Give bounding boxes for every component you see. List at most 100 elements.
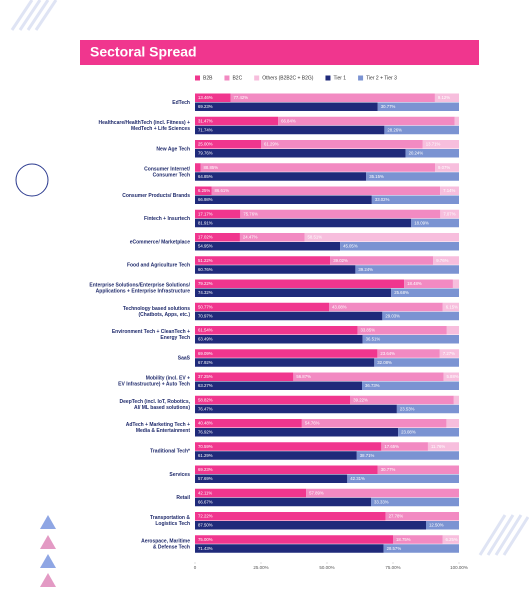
category-label: Consumer Products/ Brands: [122, 193, 190, 199]
value-label: 54.76%: [305, 421, 320, 426]
bar-segment: [195, 256, 331, 265]
bar-segment: [195, 451, 357, 460]
value-label: 66.98%: [198, 197, 213, 202]
value-label: 30.77%: [381, 467, 396, 472]
legend-label: Tier 1: [333, 75, 346, 81]
bar-segment: [435, 163, 459, 172]
bar-segment: [195, 116, 279, 126]
bar-segment: [355, 265, 459, 274]
bar-segment: [439, 349, 459, 358]
value-label: 6.15%: [446, 304, 458, 309]
bar-segment: [195, 521, 426, 530]
category-label: EdTech: [172, 100, 190, 106]
value-label: 71.43%: [198, 546, 213, 551]
value-label: 12.50%: [429, 523, 444, 528]
value-label: 61.29%: [264, 142, 279, 147]
value-label: 50.77%: [198, 304, 213, 309]
bar-segment: [443, 372, 459, 381]
bar-segment: [195, 302, 330, 312]
value-label: 11.76%: [431, 444, 445, 449]
value-label: 17.65%: [384, 444, 399, 449]
bar-segment: [211, 186, 441, 195]
value-label: 37.25%: [198, 374, 213, 379]
bar-segment: [440, 209, 459, 219]
value-label: 38.71%: [360, 453, 375, 458]
bar-segment: [195, 311, 383, 321]
value-label: 74.32%: [198, 290, 213, 295]
bar-segment: [404, 279, 453, 288]
bar-segment: [239, 233, 305, 242]
bar-segment: [434, 93, 459, 102]
bar-segment: [195, 149, 406, 158]
value-label: 32.08%: [377, 360, 392, 365]
value-label: 7.07%: [443, 211, 455, 216]
category-label: Consumer Internet/Consumer Tech: [144, 167, 190, 179]
bar-segment: [195, 404, 397, 414]
bar-segment: [362, 335, 459, 344]
bar-segment: [366, 172, 459, 181]
legend-label: B2B: [203, 75, 213, 81]
bar-segment: [195, 163, 201, 172]
value-label: 28.26%: [387, 127, 402, 132]
value-label: 33.33%: [374, 499, 389, 504]
bar-segment: [195, 102, 378, 111]
value-label: 23.53%: [400, 406, 415, 411]
value-label: 67.92%: [198, 360, 213, 365]
value-label: 27.78%: [389, 514, 404, 519]
bar-segment: [195, 279, 405, 288]
value-label: 88.85%: [203, 165, 218, 170]
bar-segment: [195, 233, 240, 242]
bar-segment: [195, 372, 294, 381]
value-label: 39.02%: [333, 258, 348, 263]
value-label: 56.87%: [296, 374, 311, 379]
bar-segment: [195, 265, 356, 274]
bar-segment: [195, 288, 392, 297]
value-label: 25.68%: [394, 290, 409, 295]
bar-segment: [396, 404, 459, 414]
bar-segment: [381, 442, 428, 451]
value-label: 13.46%: [198, 95, 213, 100]
bar-segment: [350, 395, 454, 405]
bar-segment: [442, 302, 459, 312]
value-label: 39.22%: [353, 397, 368, 402]
title-banner: [80, 40, 479, 65]
value-label: 5.88%: [446, 374, 458, 379]
bar-segment: [195, 428, 399, 437]
bar-segment: [195, 419, 302, 428]
bar-segment: [195, 349, 378, 358]
bar-segment: [195, 488, 307, 498]
bar-segment: [411, 218, 459, 228]
value-label: 33.85%: [360, 328, 375, 333]
bar-segment: [393, 535, 443, 544]
decoration: [15, 163, 49, 197]
category-label: AdTech + Marketing Tech + Media & Enterta…: [126, 422, 191, 434]
category-label: Fintech + Insurtech: [144, 216, 190, 222]
value-label: 81.91%: [198, 220, 213, 225]
category-label: Traditional Tech*: [150, 449, 190, 455]
value-label: 7.14%: [443, 188, 455, 193]
category-label: Food and Agriculture Tech: [127, 263, 190, 269]
value-label: 6.25%: [446, 537, 458, 542]
value-label: 54.95%: [198, 244, 213, 249]
bar-segment: [261, 140, 423, 149]
category-label: Enterprise Solutions/Enterprise Solution…: [89, 283, 190, 295]
bar-segment: [356, 451, 459, 460]
value-label: 23.64%: [380, 351, 395, 356]
value-label: 63.27%: [198, 383, 213, 388]
bar-segment: [230, 93, 435, 102]
bar-segment: [304, 233, 459, 242]
value-label: 51.22%: [198, 258, 213, 263]
bar-segment: [330, 256, 434, 265]
bar-segment: [195, 497, 372, 507]
value-label: 30.77%: [381, 104, 396, 109]
legend-label: Tier 2 + Tier 3: [366, 75, 397, 81]
bar-segment: [195, 512, 386, 521]
value-label: 69.09%: [198, 351, 213, 356]
bar-segment: [301, 419, 447, 428]
bar-segment: [278, 116, 455, 126]
bar-segment: [391, 288, 459, 297]
bar-segment: [195, 335, 363, 344]
value-label: 13.71%: [426, 142, 441, 147]
category-label: Technology based solutions (Chatbots, App…: [123, 306, 190, 318]
